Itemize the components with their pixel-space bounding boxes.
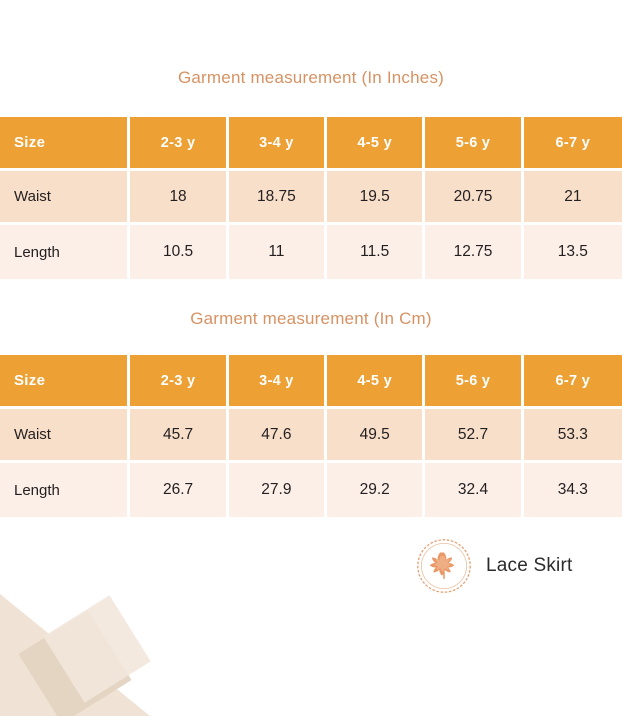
cell-length-2-3y: 26.7 <box>130 463 229 517</box>
page-title-inches: Garment measurement (In Inches) <box>177 68 445 87</box>
cell-length-4-5y: 11.5 <box>327 225 426 279</box>
column-header-4-5y: 4-5 y <box>327 117 426 171</box>
row-label-waist: Waist <box>0 171 131 225</box>
column-header-4-5y: 4-5 y <box>327 355 426 409</box>
cell-length-6-7y: 34.3 <box>523 463 622 517</box>
cell-waist-4-5y: 19.5 <box>327 171 426 225</box>
column-header-size: Size <box>0 355 131 409</box>
row-label-length: Length <box>0 463 131 517</box>
page-title-cm: Garment measurement (In Cm) <box>190 309 432 328</box>
table-body-inches: Waist 18 18.75 19.5 20.75 21 Length 10.5… <box>0 171 622 279</box>
cell-waist-3-4y: 18.75 <box>228 171 328 225</box>
column-header-2-3y: 2-3 y <box>130 117 229 171</box>
cell-waist-4-5y: 49.5 <box>327 409 426 463</box>
cell-waist-2-3y: 45.7 <box>130 409 229 463</box>
leaf-badge-icon <box>417 539 471 593</box>
column-header-3-4y: 3-4 y <box>228 355 328 409</box>
column-header-6-7y: 6-7 y <box>523 117 622 171</box>
column-header-2-3y: 2-3 y <box>130 355 229 409</box>
cell-waist-5-6y: 20.75 <box>425 171 524 225</box>
decor-square-dark <box>18 610 132 716</box>
cell-length-4-5y: 29.2 <box>327 463 426 517</box>
column-header-5-6y: 5-6 y <box>425 355 524 409</box>
cell-length-3-4y: 11 <box>228 225 328 279</box>
brand-name-label: Lace Skirt <box>486 555 573 576</box>
measurement-table-inches: Size 2-3 y 3-4 y 4-5 y 5-6 y 6-7 y Waist… <box>0 117 622 279</box>
table-header-cm: Size 2-3 y 3-4 y 4-5 y 5-6 y 6-7 y <box>0 355 622 409</box>
table-row: Length 26.7 27.9 29.2 32.4 34.3 <box>0 463 622 517</box>
table-row: Waist 18 18.75 19.5 20.75 21 <box>0 171 622 225</box>
brand-block: Lace Skirt <box>416 538 572 594</box>
column-header-3-4y: 3-4 y <box>228 117 328 171</box>
cell-waist-6-7y: 21 <box>523 171 622 225</box>
column-header-5-6y: 5-6 y <box>425 117 524 171</box>
cell-waist-3-4y: 47.6 <box>228 409 328 463</box>
table-body-cm: Waist 45.7 47.6 49.5 52.7 53.3 Length 26… <box>0 409 622 517</box>
cell-length-5-6y: 12.75 <box>425 225 524 279</box>
row-label-length: Length <box>0 225 131 279</box>
table-header-inches: Size 2-3 y 3-4 y 4-5 y 5-6 y 6-7 y <box>0 117 622 171</box>
cell-length-3-4y: 27.9 <box>228 463 328 517</box>
cell-waist-5-6y: 52.7 <box>425 409 524 463</box>
table-header-row: Size 2-3 y 3-4 y 4-5 y 5-6 y 6-7 y <box>0 117 622 171</box>
decor-triangle-shape <box>0 594 150 716</box>
cell-length-6-7y: 13.5 <box>523 225 622 279</box>
row-label-waist: Waist <box>0 409 131 463</box>
column-header-6-7y: 6-7 y <box>523 355 622 409</box>
cell-waist-6-7y: 53.3 <box>523 409 622 463</box>
decorative-corner-shapes <box>0 536 230 716</box>
table-row: Waist 45.7 47.6 49.5 52.7 53.3 <box>0 409 622 463</box>
cell-length-2-3y: 10.5 <box>130 225 229 279</box>
cell-length-5-6y: 32.4 <box>425 463 524 517</box>
cell-waist-2-3y: 18 <box>130 171 229 225</box>
measurement-table-cm: Size 2-3 y 3-4 y 4-5 y 5-6 y 6-7 y Waist… <box>0 355 622 517</box>
table-header-row: Size 2-3 y 3-4 y 4-5 y 5-6 y 6-7 y <box>0 355 622 409</box>
decor-square-light <box>43 595 151 703</box>
table-row: Length 10.5 11 11.5 12.75 13.5 <box>0 225 622 279</box>
column-header-size: Size <box>0 117 131 171</box>
